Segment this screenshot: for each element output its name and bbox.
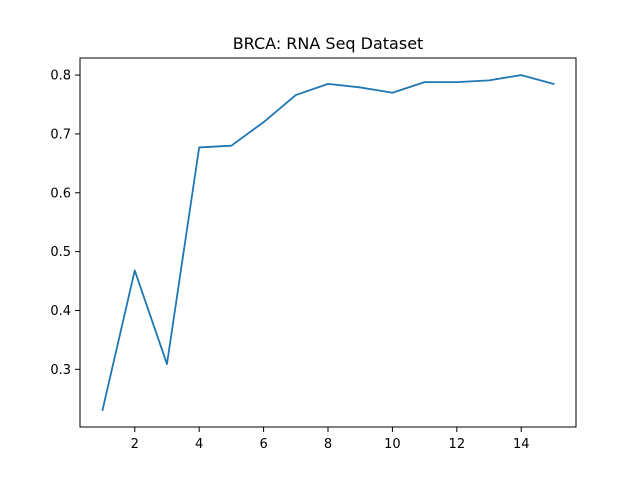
y-tick-label: 0.5 (50, 245, 71, 260)
series-line-1 (101, 74, 555, 412)
plot-area: 2 4 6 8 10 12 14 0.3 0.4 0.5 0.6 0.7 0.8 (50, 57, 577, 452)
x-tick-label: 10 (384, 437, 401, 452)
x-tick-label: 2 (131, 437, 139, 452)
x-tick-label: 14 (513, 437, 530, 452)
chart-title: BRCA: RNA Seq Dataset (233, 34, 424, 53)
x-tick-label: 12 (449, 437, 466, 452)
axes-frame (79, 57, 577, 428)
x-tick-label: 6 (259, 437, 267, 452)
y-tick-label: 0.3 (50, 363, 71, 378)
y-tick-label: 0.8 (50, 69, 71, 84)
y-tick-label: 0.6 (50, 186, 71, 201)
x-tick-label: 4 (195, 437, 203, 452)
y-tick-label: 0.7 (50, 127, 71, 142)
y-tick-label: 0.4 (50, 304, 71, 319)
x-tick-label: 8 (324, 437, 332, 452)
